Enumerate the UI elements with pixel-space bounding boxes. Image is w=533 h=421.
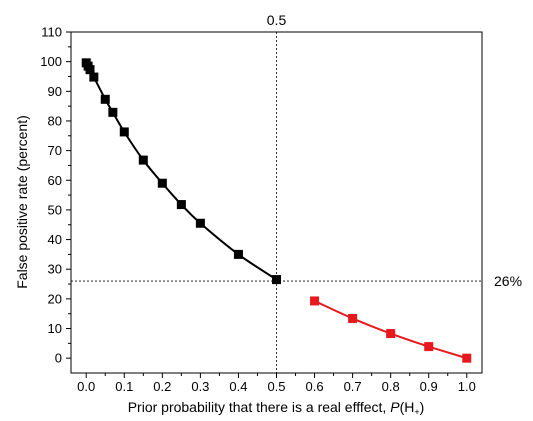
y-tick-label: 0: [55, 351, 62, 366]
data-point: [100, 94, 110, 104]
x-tick-label: 0.3: [191, 379, 209, 394]
x-axis-title-text: Prior probability that there is a real e…: [128, 399, 391, 415]
y-axis-title: False positive rate (percent): [14, 115, 30, 289]
y-tick-label: 90: [48, 84, 62, 99]
data-point: [157, 178, 167, 188]
x-axis-title-close: ): [420, 399, 425, 415]
x-tick-label: 0.8: [382, 379, 400, 394]
data-point: [89, 72, 99, 82]
data-point: [386, 329, 396, 339]
hline-label: 26%: [494, 273, 522, 289]
y-tick-label: 100: [40, 54, 62, 69]
x-ticks: 0.0 0.1 0.2 0.3 0.4 0.5 0.6 0.7 0.8 0.9 1.0: [77, 373, 476, 394]
x-tick-label: 0.5: [267, 379, 285, 394]
y-tick-label: 10: [48, 321, 62, 336]
data-point: [348, 313, 358, 323]
y-tick-label: 60: [48, 173, 62, 188]
data-point: [462, 353, 472, 363]
data-point: [195, 218, 205, 228]
data-point: [272, 275, 281, 285]
data-point: [424, 342, 434, 352]
data-point: [176, 200, 186, 210]
y-tick-label: 110: [41, 25, 62, 40]
x-tick-label: 0.7: [344, 379, 362, 394]
data-point: [310, 296, 320, 306]
y-tick-label: 30: [48, 262, 62, 277]
series-line: [85, 62, 278, 281]
x-axis-title-p: P: [390, 399, 400, 415]
x-axis-title-sub: +: [414, 407, 419, 417]
y-tick-label: 70: [48, 143, 62, 158]
x-tick-label: 0.1: [115, 379, 133, 394]
y-tick-label: 80: [48, 113, 62, 128]
data-point: [108, 107, 118, 117]
y-tick-label: 20: [48, 291, 62, 306]
x-tick-label: 0.2: [153, 379, 171, 394]
y-tick-label: 40: [48, 232, 62, 247]
x-tick-label: 0.6: [306, 379, 324, 394]
y-tick-label: 50: [48, 202, 62, 217]
x-tick-label: 0.4: [229, 379, 247, 394]
x-tick-label: 0.0: [77, 379, 95, 394]
points: [81, 58, 472, 363]
data-point: [85, 65, 95, 75]
x-axis-title-open: (H: [400, 399, 415, 415]
x-axis-title: Prior probability that there is a real e…: [128, 399, 425, 417]
data-point: [138, 155, 148, 165]
y-ticks: 0 10 20 30 40 50 60 70 80 90 100 110: [40, 25, 71, 366]
data-point: [233, 249, 243, 259]
x-tick-label: 0.9: [420, 379, 438, 394]
x-tick-label: 1.0: [458, 379, 476, 394]
data-point: [119, 127, 129, 137]
vline-label: 0.5: [267, 12, 287, 28]
